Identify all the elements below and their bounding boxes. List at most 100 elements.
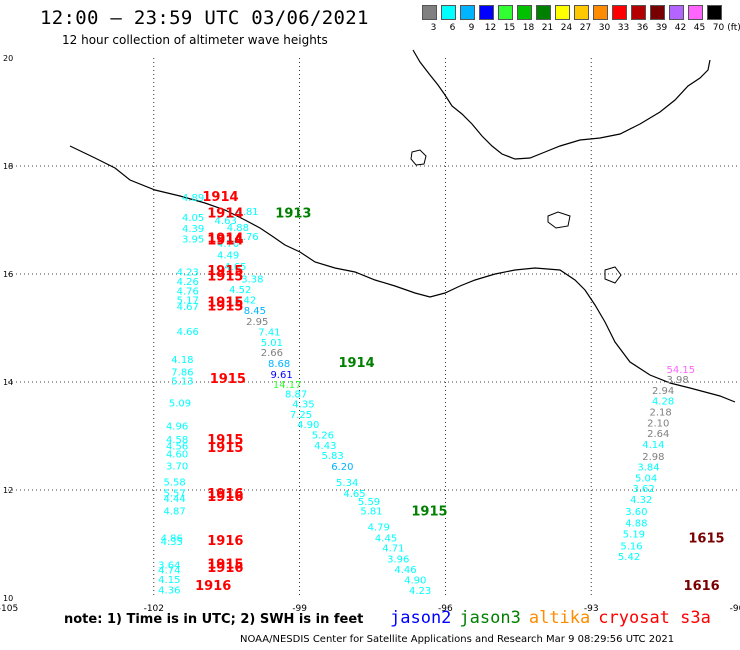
wave-height-value: 7.25	[290, 410, 312, 421]
scale-swatch-9	[460, 5, 475, 20]
hour-label: 1915	[207, 269, 243, 284]
wave-height-value: 5.13	[171, 377, 193, 388]
wave-height-value: 4.76	[236, 232, 258, 243]
hour-label: 1616	[684, 579, 720, 594]
hour-label: 1915	[207, 295, 243, 310]
scale-label-36: 36	[636, 23, 649, 33]
wave-height-value: 4.70	[217, 239, 239, 250]
wave-height-value: 4.23	[177, 268, 199, 279]
wave-height-value: 9.61	[270, 370, 292, 381]
wave-height-value: 2.94	[652, 386, 674, 397]
scale-label-45: 45	[693, 23, 706, 33]
lat-tick-label: 10	[3, 594, 13, 603]
lat-tick-label: 12	[3, 486, 13, 495]
wave-height-value: 2.66	[261, 348, 283, 359]
hour-label: 1916	[207, 490, 243, 505]
mexico-coastline	[69, 145, 736, 403]
wave-height-value: 8.68	[268, 359, 290, 370]
wave-height-value: 4.49	[217, 250, 239, 261]
wave-height-value: 2.98	[642, 452, 664, 463]
wave-height-value: 5.83	[321, 451, 343, 462]
wave-height-value: 5.01	[261, 338, 283, 349]
scale-label-9: 9	[468, 23, 475, 33]
wave-height-value: 4.90	[404, 575, 426, 586]
wave-height-value: 4.71	[382, 544, 404, 555]
hour-label: 1916	[207, 534, 243, 549]
wave-height-value: 54.15	[667, 365, 696, 376]
lat-tick-label: 14	[3, 378, 13, 387]
wave-height-value: 8.45	[244, 306, 266, 317]
wave-height-value: 3.70	[166, 461, 188, 472]
wave-height-value: 4.90	[297, 420, 319, 431]
wave-height-value: 4.28	[652, 397, 674, 408]
wave-height-value: 3.60	[625, 507, 647, 518]
wave-height-value: 4.15	[158, 575, 180, 586]
wave-height-value: 4.81	[236, 207, 258, 218]
island-3	[604, 266, 622, 284]
wave-height-value: 4.89	[182, 193, 204, 204]
wave-height-value: 3.64	[158, 560, 180, 571]
wave-height-value: 5.57	[164, 488, 186, 499]
wave-height-value: 2.18	[650, 407, 672, 418]
wave-height-value: 3.42	[234, 296, 256, 307]
lat-tick-label: 18	[3, 162, 13, 171]
lat-tick-label: 16	[3, 270, 13, 279]
wave-height-value: 4.26	[177, 277, 199, 288]
wave-height-value: 4.66	[177, 327, 199, 338]
lon-tick-label: -90	[730, 604, 740, 614]
hour-label: 1915	[207, 441, 243, 456]
wave-height-value: 2.64	[647, 429, 669, 440]
lon-tick-label: -96	[438, 604, 453, 614]
scale-swatch-18	[517, 5, 532, 20]
hour-label: 1615	[688, 531, 724, 546]
wave-height-value: 2.10	[647, 418, 669, 429]
wave-height-value: 8.87	[285, 390, 307, 401]
hour-label: 1914	[207, 233, 243, 248]
wave-height-value: 5.42	[618, 552, 640, 563]
scale-label-15: 15	[503, 23, 516, 33]
island-1	[410, 149, 427, 166]
wave-height-value: 4.67	[177, 302, 199, 313]
wave-height-value: 5.58	[164, 478, 186, 489]
lat-tick-label: 20	[3, 54, 13, 63]
wave-height-value: 2.95	[246, 317, 268, 328]
scale-swatch-45	[688, 5, 703, 20]
wave-height-value: 4.63	[215, 216, 237, 227]
scale-unit: (ft)	[727, 23, 740, 33]
scale-swatch-24	[555, 5, 570, 20]
lon-tick-label: -93	[584, 604, 599, 614]
wave-height-value: 4.96	[166, 422, 188, 433]
wave-height-value: 4.79	[368, 523, 390, 534]
wave-height-value: 3.96	[387, 554, 409, 565]
scale-swatch-33	[612, 5, 627, 20]
scale-label-39: 39	[655, 23, 668, 33]
hour-label: 1914	[207, 232, 243, 247]
legend-jason3: jason3	[459, 608, 521, 628]
hour-label: 1914	[202, 190, 238, 205]
wave-height-value: 5.26	[312, 431, 334, 442]
wave-height-value: 5.19	[623, 530, 645, 541]
lon-tick-label: -102	[144, 604, 164, 614]
hour-label: 1915	[411, 504, 447, 519]
wave-height-value: 4.35	[161, 537, 183, 548]
wave-height-value: 4.56	[166, 442, 188, 453]
hour-label: 1915	[207, 300, 243, 315]
hour-label: 1916	[207, 561, 243, 576]
hour-label: 1916	[207, 487, 243, 502]
island-2	[547, 211, 571, 229]
page-subtitle: 12 hour collection of altimeter wave hei…	[62, 33, 328, 47]
wave-height-value: 4.65	[224, 262, 246, 273]
wave-height-value: 5.16	[620, 541, 642, 552]
hour-label: 1915	[207, 557, 243, 572]
scale-label-42: 42	[674, 23, 687, 33]
wave-height-value: 4.36	[158, 586, 180, 597]
legend-altika: altika	[528, 608, 591, 628]
footer-credit: NOAA/NESDIS Center for Satellite Applica…	[240, 634, 675, 645]
page-title: 12:00 — 23:59 UTC 03/06/2021	[40, 7, 369, 29]
scale-swatch-30	[593, 5, 608, 20]
wave-height-value: 5.59	[358, 497, 380, 508]
map-grid: -105 -102 -99 -96 -93 -90 20 18 16 14 12 10	[0, 54, 740, 614]
wave-height-value: 4.88	[227, 223, 249, 234]
legend-cryosat-s3a: cryosat s3a	[598, 608, 711, 628]
scale-label-21: 21	[541, 23, 554, 33]
